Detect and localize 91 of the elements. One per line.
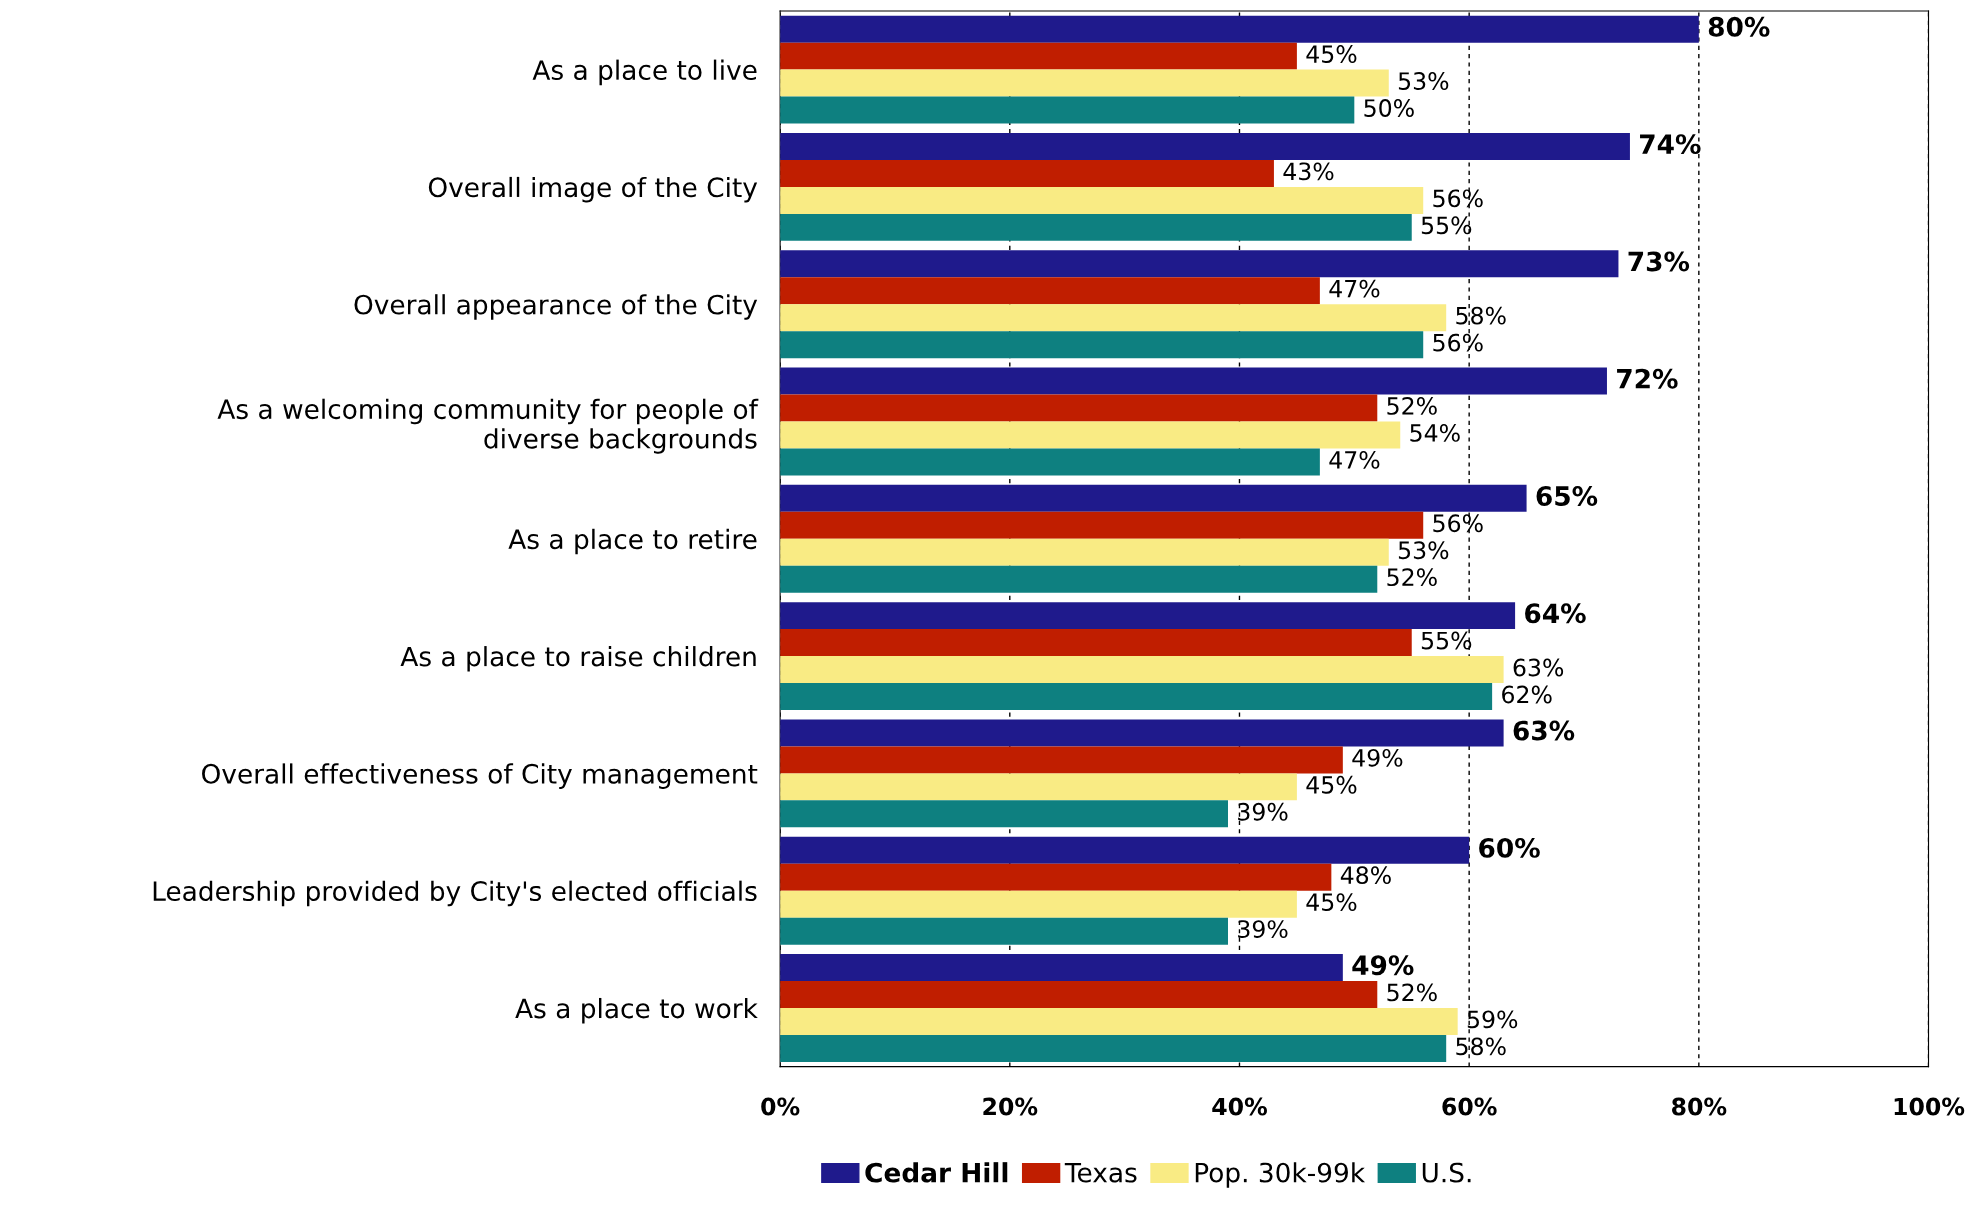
bar <box>780 421 1401 449</box>
bar <box>780 800 1228 828</box>
data-label: 58% <box>1456 306 1506 325</box>
bar <box>780 277 1320 305</box>
legend-label: Cedar Hill <box>865 1162 1008 1183</box>
y-tick-label: As a place to live <box>532 59 757 86</box>
data-label: 39% <box>1238 920 1288 938</box>
data-label: 63% <box>1513 658 1564 677</box>
bar <box>780 42 1297 70</box>
bar <box>780 863 1332 891</box>
data-label: 80% <box>1708 16 1770 37</box>
data-label: 55% <box>1421 216 1472 235</box>
data-label: 50% <box>1364 99 1414 117</box>
legend-label: Pop. 30k-99k <box>1195 1162 1366 1188</box>
bar <box>780 719 1504 747</box>
bar <box>780 1034 1447 1062</box>
bar <box>780 186 1424 214</box>
bar <box>780 213 1412 241</box>
bar <box>780 629 1412 657</box>
data-label: 56% <box>1433 189 1483 208</box>
bar <box>780 394 1378 422</box>
bar <box>780 954 1343 981</box>
data-label: 63% <box>1513 720 1575 741</box>
bar <box>780 773 1297 801</box>
data-label: 45% <box>1306 45 1357 63</box>
data-label: 72% <box>1617 368 1678 389</box>
data-label: 74% <box>1640 134 1701 155</box>
bar <box>780 565 1378 593</box>
data-label: 56% <box>1433 333 1483 352</box>
data-label: 56% <box>1433 514 1483 533</box>
data-label: 64% <box>1525 603 1586 624</box>
bar <box>780 1007 1458 1035</box>
data-label: 39% <box>1238 802 1288 821</box>
bar <box>780 981 1378 1008</box>
data-label: 62% <box>1502 685 1552 704</box>
bar <box>780 69 1389 97</box>
data-label: 43% <box>1283 162 1334 181</box>
legend-label: Texas <box>1064 1162 1137 1183</box>
bar <box>780 367 1607 395</box>
bar <box>780 683 1493 711</box>
data-label: 73% <box>1628 251 1690 272</box>
y-tick-label: As a place to retire <box>508 528 757 555</box>
bar <box>780 250 1619 278</box>
data-label: 54% <box>1410 423 1460 442</box>
y-tick-label: Overall image of the City <box>428 176 758 203</box>
bar <box>780 602 1516 630</box>
x-tick-label: 20% <box>983 1097 1038 1116</box>
data-label: 53% <box>1398 541 1449 560</box>
y-tick-label: As a place to raise children <box>400 646 756 672</box>
data-label: 55% <box>1421 631 1472 650</box>
bar <box>780 746 1343 774</box>
bar <box>780 484 1527 512</box>
data-label: 60% <box>1479 837 1540 858</box>
bar <box>780 656 1504 684</box>
data-label: 52% <box>1387 568 1437 587</box>
data-label: 52% <box>1387 983 1437 1002</box>
data-label: 47% <box>1329 450 1380 469</box>
y-tick-label: As a place to work <box>515 997 758 1024</box>
legend-label: U.S. <box>1422 1162 1471 1183</box>
bar <box>780 159 1274 187</box>
bar <box>780 511 1424 539</box>
bar <box>780 331 1424 359</box>
bar <box>780 836 1470 864</box>
y-tick-label: As a welcoming community for people of diverse backgrounds <box>217 398 759 454</box>
bar <box>780 917 1228 945</box>
y-tick-label: Overall effectiveness of City management <box>202 763 758 789</box>
data-label: 47% <box>1329 279 1380 298</box>
bar <box>780 132 1630 160</box>
data-label: 49% <box>1352 748 1403 767</box>
data-label: 53% <box>1398 72 1449 90</box>
x-tick-label: 60% <box>1442 1097 1497 1116</box>
bar <box>780 538 1389 566</box>
data-label: 58% <box>1456 1037 1506 1056</box>
x-tick-label: 80% <box>1672 1097 1727 1116</box>
y-tick-label: Leadership provided by City's elected officials <box>153 880 757 907</box>
y-tick-label: Overall appearance of the City <box>354 294 758 320</box>
bar <box>780 448 1320 476</box>
data-label: 49% <box>1352 955 1414 976</box>
bar <box>780 890 1297 918</box>
data-label: 45% <box>1306 775 1357 794</box>
data-label: 65% <box>1536 486 1598 506</box>
data-label: 52% <box>1387 397 1437 415</box>
data-label: 59% <box>1467 1010 1518 1029</box>
x-tick-label: 0% <box>761 1097 800 1116</box>
bar <box>780 15 1699 43</box>
data-label: 48% <box>1340 866 1391 885</box>
x-tick-label: 100% <box>1894 1097 1965 1116</box>
data-label: 45% <box>1306 893 1357 912</box>
bar <box>780 304 1447 332</box>
x-tick-label: 40% <box>1212 1097 1267 1116</box>
bar <box>780 96 1355 124</box>
